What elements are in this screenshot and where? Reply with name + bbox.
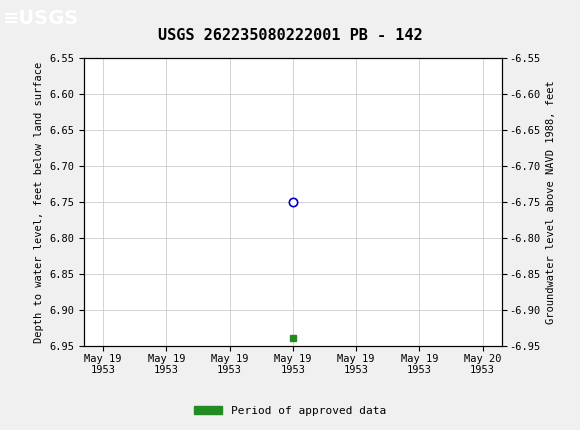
Text: ≡USGS: ≡USGS (3, 9, 79, 28)
Legend: Period of approved data: Period of approved data (190, 401, 390, 420)
Y-axis label: Groundwater level above NAVD 1988, feet: Groundwater level above NAVD 1988, feet (546, 80, 556, 324)
Y-axis label: Depth to water level, feet below land surface: Depth to water level, feet below land su… (34, 61, 44, 343)
Text: USGS 262235080222001 PB - 142: USGS 262235080222001 PB - 142 (158, 28, 422, 43)
